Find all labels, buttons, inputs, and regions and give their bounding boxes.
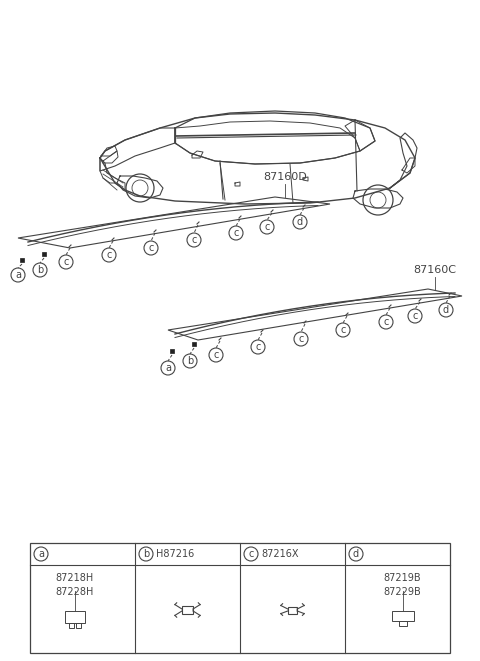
Text: c: c [264,222,270,232]
Text: c: c [412,311,418,321]
Text: c: c [248,549,254,559]
Bar [182,606,193,613]
Text: d: d [443,305,449,315]
Bar [170,349,174,353]
Bar [288,607,297,613]
Bar [392,611,413,621]
Text: b: b [143,549,149,559]
Text: d: d [353,549,359,559]
Text: c: c [298,334,304,344]
Text: c: c [192,235,197,245]
Text: d: d [297,217,303,227]
Text: c: c [233,228,239,238]
Text: a: a [15,270,21,280]
Text: c: c [384,317,389,327]
Text: a: a [165,363,171,373]
Text: c: c [213,350,219,360]
Text: c: c [255,342,261,352]
Bar [192,342,196,346]
Bar [398,621,407,626]
Bar [30,543,450,653]
Bar [64,611,84,623]
Bar [42,252,46,256]
Text: H87216: H87216 [156,549,194,559]
Text: c: c [63,257,69,267]
Text: 87216X: 87216X [261,549,299,559]
Text: b: b [37,265,43,275]
Text: c: c [106,250,112,260]
Text: 87218H
87228H: 87218H 87228H [55,573,94,597]
Text: a: a [38,549,44,559]
Bar [75,623,81,628]
Text: c: c [148,243,154,253]
Bar [69,623,73,628]
Text: 87219B
87229B: 87219B 87229B [384,573,421,597]
Text: 87160D: 87160D [263,172,307,182]
Text: b: b [187,356,193,366]
Text: c: c [340,325,346,335]
Bar [20,258,24,262]
Text: 87160C: 87160C [413,265,456,275]
